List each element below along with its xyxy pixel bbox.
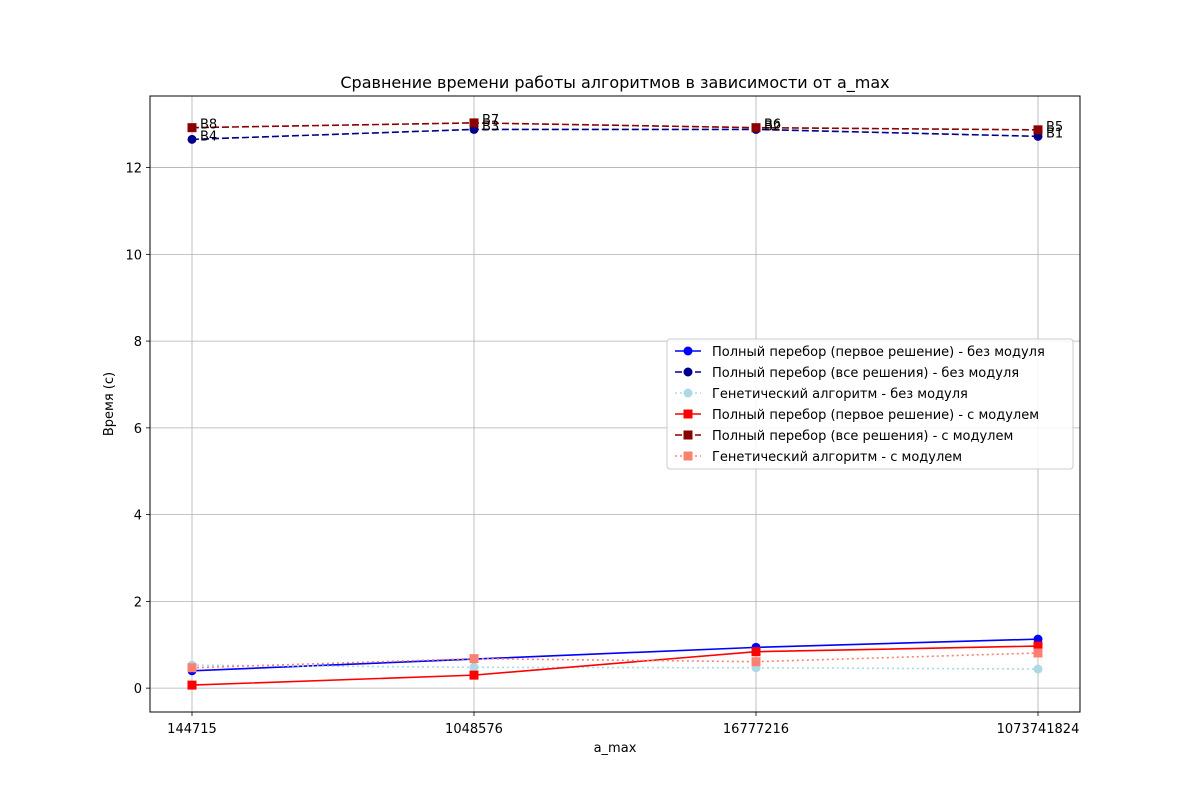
legend-box bbox=[666, 338, 1074, 470]
annotation-label: B4 bbox=[200, 129, 217, 144]
series-line bbox=[191, 645, 1039, 686]
legend-item: Генетический алгоритм - без модуля bbox=[675, 387, 968, 402]
y-tick-label: 4 bbox=[134, 509, 142, 524]
legend-label: Генетический алгоритм - без модуля bbox=[712, 387, 968, 402]
data-point bbox=[1033, 641, 1043, 651]
annotation-label: B5 bbox=[1046, 120, 1063, 135]
data-point bbox=[751, 123, 761, 133]
y-tick-label: 0 bbox=[134, 682, 142, 697]
legend-swatch-marker bbox=[683, 430, 693, 440]
x-axis-ticks: 144715 1048576 16777216 1073741824 bbox=[167, 712, 1079, 737]
annotation-label: B2 bbox=[764, 119, 781, 134]
y-tick-label: 12 bbox=[125, 162, 142, 177]
data-point bbox=[751, 647, 761, 657]
annotation-label: B6 bbox=[764, 118, 781, 133]
data-point bbox=[1033, 648, 1043, 658]
legend-label: Полный перебор (все решения) - без модул… bbox=[712, 366, 1019, 381]
annotation-label: B3 bbox=[482, 119, 499, 134]
chart-title: Сравнение времени работы алгоритмов в за… bbox=[340, 73, 889, 93]
data-point bbox=[187, 134, 197, 144]
series-4 bbox=[187, 641, 1043, 690]
legend-swatch-marker bbox=[683, 346, 693, 356]
x-tick-label: 1073741824 bbox=[997, 722, 1080, 737]
data-point bbox=[187, 123, 197, 133]
y-tick-label: 8 bbox=[134, 335, 142, 350]
legend-item: Полный перебор (первое решение) - без мо… bbox=[675, 345, 1045, 360]
data-point bbox=[469, 670, 479, 680]
series-line bbox=[191, 122, 1039, 131]
x-axis-label: a_max bbox=[594, 741, 637, 756]
legend-item: Полный перебор (все решения) - с модулем bbox=[675, 429, 1013, 444]
series-line bbox=[191, 664, 1039, 670]
data-point bbox=[469, 654, 479, 664]
x-tick-label: 16777216 bbox=[723, 722, 789, 737]
legend-swatch-marker bbox=[683, 367, 693, 377]
legend-swatch-marker bbox=[683, 451, 693, 461]
legend-label: Полный перебор (все решения) - с модулем bbox=[712, 429, 1013, 444]
y-tick-label: 10 bbox=[125, 248, 142, 263]
legend-label: Генетический алгоритм - с модулем bbox=[712, 450, 962, 465]
annotation-label: B8 bbox=[200, 118, 217, 133]
series-line bbox=[191, 638, 1039, 672]
x-tick-label: 144715 bbox=[167, 722, 217, 737]
legend-swatch-marker bbox=[683, 409, 693, 419]
annotation-label: B1 bbox=[1046, 126, 1063, 141]
data-point bbox=[1033, 634, 1043, 644]
series-line bbox=[191, 128, 1039, 141]
data-point bbox=[1033, 125, 1043, 135]
legend-item: Генетический алгоритм - с модулем bbox=[675, 450, 962, 465]
y-axis-label: Время (с) bbox=[102, 372, 117, 436]
legend-item: Полный перебор (все решения) - без модул… bbox=[675, 366, 1019, 381]
y-tick-label: 2 bbox=[134, 595, 142, 610]
data-point bbox=[1033, 664, 1043, 674]
data-point bbox=[187, 680, 197, 690]
data-point bbox=[187, 663, 197, 673]
annotation-label: B7 bbox=[482, 113, 499, 128]
legend: Полный перебор (первое решение) - без мо… bbox=[666, 338, 1074, 470]
series-6 bbox=[187, 648, 1043, 673]
series-group bbox=[187, 118, 1043, 690]
data-point bbox=[751, 657, 761, 667]
legend-swatch-marker bbox=[683, 388, 693, 398]
data-point bbox=[469, 662, 479, 672]
plot-frame bbox=[149, 95, 1081, 713]
y-tick-label: 6 bbox=[134, 422, 142, 437]
legend-item: Полный перебор (первое решение) - с моду… bbox=[675, 408, 1039, 423]
series-5 bbox=[187, 118, 1043, 135]
x-tick-label: 1048576 bbox=[445, 722, 503, 737]
legend-label: Полный перебор (первое решение) - с моду… bbox=[712, 408, 1039, 423]
series-line bbox=[191, 652, 1039, 669]
legend-label: Полный перебор (первое решение) - без мо… bbox=[712, 345, 1045, 360]
data-point bbox=[469, 118, 479, 128]
y-axis-ticks: 0 2 4 6 8 10 12 bbox=[125, 162, 150, 697]
